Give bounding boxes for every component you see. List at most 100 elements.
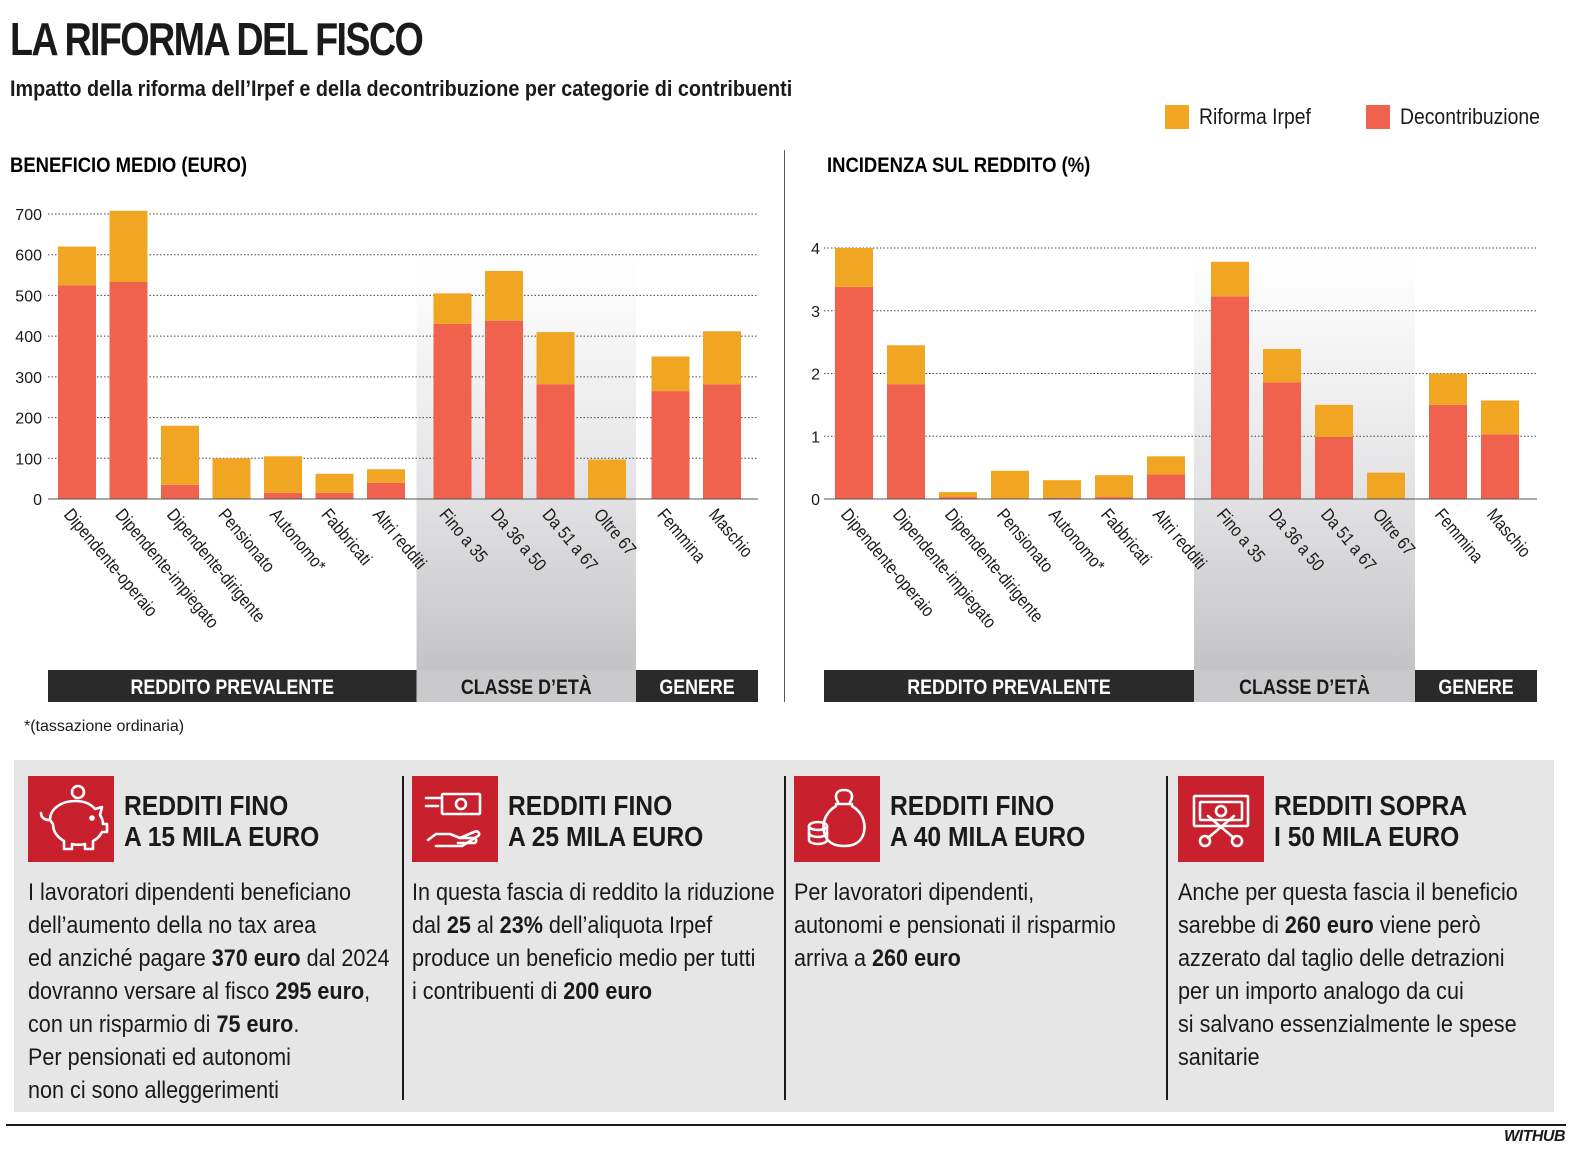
- chart-title: BENEFICIO MEDIO (EURO): [10, 154, 247, 177]
- info-text-line: i contribuenti di 200 euro: [412, 975, 783, 1008]
- info-text-line: dal 25 al 23% dell’aliquota Irpef: [412, 909, 783, 942]
- info-text-line: ed anziché pagare 370 euro dal 2024: [28, 942, 399, 975]
- y-tick-label: 0: [811, 492, 820, 509]
- info-heading-line-1: REDDITI FINO: [508, 790, 673, 821]
- info-text-line: I lavoratori dipendenti beneficiano: [28, 876, 399, 909]
- bar-riforma-irpef: [367, 469, 405, 483]
- info-text-run: dell’aliquota Irpef: [542, 912, 713, 939]
- info-body-50k: Anche per questa fascia il beneficio sare…: [1178, 876, 1549, 1074]
- info-text-bold: 260 euro: [872, 945, 961, 972]
- info-text-line: dovranno versare al fisco 295 euro,: [28, 975, 399, 1008]
- bar-riforma-irpef: [1429, 373, 1467, 405]
- bottom-rule: [6, 1124, 1566, 1126]
- bar-riforma-irpef: [588, 459, 626, 499]
- y-tick-label: 3: [811, 304, 820, 321]
- column-separator: [784, 776, 786, 1100]
- category-label: Dipendente-operaio: [60, 505, 162, 621]
- category-label: Femmina: [653, 505, 710, 567]
- group-band: [1194, 670, 1415, 702]
- bar-decontribuzione: [1429, 404, 1467, 499]
- info-text-run: autonomi e pensionati il risparmio: [794, 912, 1116, 939]
- bar-riforma-irpef: [1043, 480, 1081, 498]
- info-text-bold: 260 euro: [1284, 912, 1374, 939]
- info-text-line: con un risparmio di 75 euro.: [28, 1008, 399, 1041]
- info-text-run: azzerato dal taglio delle detrazioni: [1178, 945, 1505, 972]
- legend-swatch-irpef: [1165, 105, 1189, 129]
- bar-decontribuzione: [264, 492, 302, 499]
- info-text-run: ed anziché pagare: [28, 945, 212, 972]
- bar-decontribuzione: [1481, 434, 1519, 499]
- bar-riforma-irpef: [58, 246, 96, 286]
- info-text-line: Anche per questa fascia il beneficio: [1178, 876, 1549, 909]
- group-label: GENERE: [659, 676, 734, 700]
- info-heading-15k: REDDITI FINO A 15 MILA EURO: [124, 790, 388, 852]
- info-column-15k: REDDITI FINO A 15 MILA EURO I lavoratori…: [28, 776, 399, 1104]
- legend-label-irpef: Riforma Irpef: [1199, 104, 1311, 129]
- bar-riforma-irpef: [536, 332, 575, 385]
- info-text-bold: 25: [446, 912, 471, 939]
- group-band: [1415, 670, 1537, 702]
- bar-decontribuzione: [651, 391, 690, 499]
- info-text-run: Per lavoratori dipendenti,: [794, 879, 1035, 906]
- group-band: [636, 670, 758, 702]
- money-bag-icon: [794, 776, 880, 862]
- chart-incidenza-reddito: INCIDENZA SUL REDDITO (%) 0 1 2 3 4 Dipendente…: [811, 154, 1537, 702]
- info-heading-line-1: REDDITI FINO: [124, 790, 289, 821]
- info-text-line: produce un beneficio medio per tutti: [412, 942, 783, 975]
- info-heading-line-2: A 40 MILA EURO: [890, 821, 1086, 852]
- page-subtitle: Impatto della riforma dell’Irpef e della…: [10, 76, 793, 101]
- bar-riforma-irpef: [212, 458, 251, 499]
- y-tick-label: 0: [33, 492, 42, 509]
- bar-decontribuzione: [939, 497, 977, 499]
- bar-riforma-irpef: [1481, 400, 1519, 435]
- group-label: GENERE: [1438, 676, 1513, 700]
- category-label: Femmina: [1431, 505, 1488, 567]
- info-text-line: azzerato dal taglio delle detrazioni: [1178, 942, 1549, 975]
- group-band: [416, 670, 636, 702]
- bar-decontribuzione: [835, 286, 873, 499]
- bar-decontribuzione: [109, 281, 148, 499]
- y-tick-label: 4: [811, 241, 820, 258]
- info-text-run: sarebbe di: [1178, 912, 1285, 939]
- bar-riforma-irpef: [485, 271, 523, 321]
- cut-banknote-icon: [1178, 776, 1264, 862]
- info-text-bold: 75 euro: [216, 1011, 294, 1038]
- info-text-line: Per lavoratori dipendenti,: [794, 876, 1165, 909]
- info-column-50k: REDDITI SOPRA I 50 MILA EURO Anche per q…: [1178, 776, 1548, 1098]
- info-text-bold: 295 euro: [275, 978, 365, 1005]
- bar-decontribuzione: [1211, 296, 1249, 499]
- bar-riforma-irpef: [703, 331, 741, 385]
- y-tick-label: 2: [811, 367, 820, 384]
- info-text-run: dell’aumento della no tax area: [28, 912, 317, 939]
- bar-riforma-irpef: [1367, 472, 1405, 499]
- y-tick-label: 300: [15, 370, 42, 387]
- bar-decontribuzione: [161, 484, 199, 499]
- legend-item-irpef: Riforma Irpef: [1165, 104, 1326, 130]
- info-heading-line-2: A 25 MILA EURO: [508, 821, 704, 852]
- info-heading-25k: REDDITI FINO A 25 MILA EURO: [508, 790, 772, 852]
- chart-beneficio-medio: BENEFICIO MEDIO (EURO) 0 100 200 300 400 500 60…: [10, 154, 758, 702]
- info-text-bold: 23%: [499, 912, 543, 939]
- info-text-run: Per pensionati ed autonomi: [28, 1044, 291, 1071]
- info-column-25k: REDDITI FINO A 25 MILA EURO In questa fa…: [412, 776, 782, 1098]
- group-band: [48, 670, 417, 702]
- info-text-line: Per pensionati ed autonomi: [28, 1041, 399, 1074]
- info-text-line: per un importo analogo da cui: [1178, 975, 1549, 1008]
- info-text-line: arriva a 260 euro: [794, 942, 1165, 975]
- info-column-40k: REDDITI FINO A 40 MILA EURO Per lavorato…: [794, 776, 1164, 1098]
- info-text-line: In questa fascia di reddito la riduzione: [412, 876, 783, 909]
- info-heading-40k: REDDITI FINO A 40 MILA EURO: [890, 790, 1154, 852]
- info-body-25k: In questa fascia di reddito la riduzione…: [412, 876, 783, 1008]
- bar-riforma-irpef: [264, 456, 302, 493]
- bar-decontribuzione: [485, 320, 523, 499]
- info-text-run: con un risparmio di: [28, 1011, 217, 1038]
- bar-riforma-irpef: [1211, 261, 1249, 297]
- info-text-run: al: [470, 912, 500, 939]
- y-tick-label: 400: [15, 329, 42, 346]
- footnote: *(tassazione ordinaria): [24, 718, 185, 735]
- info-text-line: non ci sono alleggerimenti: [28, 1074, 399, 1107]
- info-text-line: sanitarie: [1178, 1041, 1549, 1074]
- bar-riforma-irpef: [1315, 404, 1353, 437]
- group-label: CLASSE D’ETÀ: [1239, 675, 1370, 700]
- bar-riforma-irpef: [651, 356, 690, 392]
